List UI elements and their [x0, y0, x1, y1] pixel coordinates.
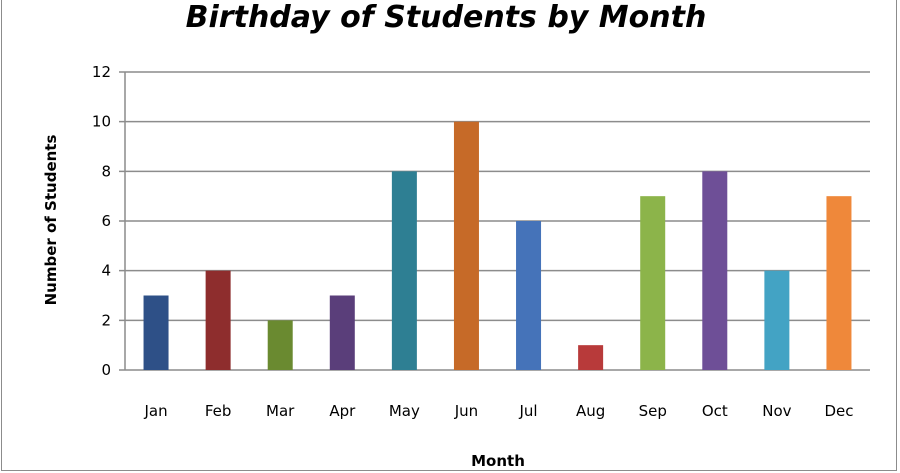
x-tick-label: Sep	[639, 402, 667, 420]
y-tick-label: 10	[92, 113, 111, 131]
bar-aug	[578, 345, 604, 370]
gridlines	[119, 71, 870, 371]
y-tick-label: 4	[101, 262, 111, 280]
y-tick-label: 6	[101, 212, 111, 230]
x-tick-label: Mar	[266, 402, 295, 420]
y-axis-ticks: 0 2 4 6 8 10 12	[92, 63, 111, 379]
y-tick-label: 2	[101, 311, 111, 329]
chart-title: Birthday of Students by Month	[186, 0, 707, 35]
bar-feb	[205, 270, 231, 370]
bar-jan	[143, 295, 169, 370]
bar-oct	[702, 171, 728, 370]
x-tick-label: Jul	[518, 402, 537, 420]
bars	[143, 121, 852, 371]
y-tick-label: 8	[101, 162, 111, 180]
x-tick-label: Apr	[329, 402, 356, 420]
bar-nov	[764, 270, 790, 370]
x-tick-label: Feb	[205, 402, 232, 420]
bar-apr	[329, 295, 355, 370]
bar-mar	[267, 320, 293, 370]
x-tick-label: Dec	[824, 402, 853, 420]
bar-jun	[453, 121, 479, 371]
x-tick-label: Jan	[143, 402, 167, 420]
x-tick-label: Oct	[702, 402, 728, 420]
x-tick-label: May	[389, 402, 420, 420]
x-axis-ticks: Jan Feb Mar Apr May Jun Jul Aug Sep Oct Nov Dec	[143, 402, 853, 420]
x-tick-label: Nov	[762, 402, 791, 420]
bar-dec	[826, 196, 852, 370]
bar-sep	[640, 196, 666, 370]
y-tick-label: 12	[92, 63, 111, 81]
bar-jul	[516, 221, 542, 370]
y-axis-title: Number of Students	[42, 135, 60, 306]
bar-may	[391, 171, 417, 370]
y-tick-label: 0	[101, 361, 111, 379]
x-tick-label: Aug	[576, 402, 605, 420]
x-tick-label: Jun	[454, 402, 478, 420]
x-axis-title: Month	[471, 452, 525, 470]
